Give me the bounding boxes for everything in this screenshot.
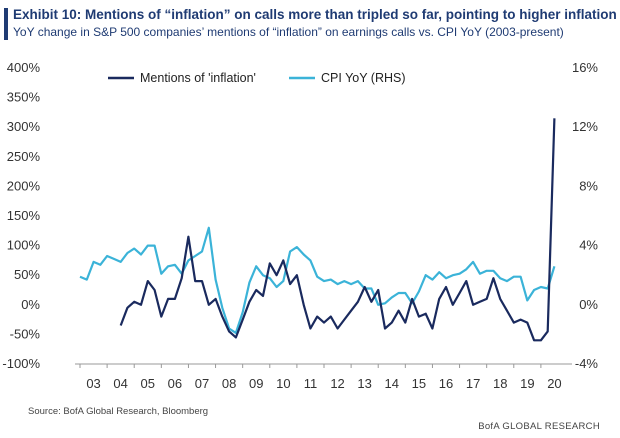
y-right-tick-label: 16%	[572, 60, 598, 75]
y-right-tick-label: 4%	[579, 238, 598, 253]
x-tick-label: 10	[276, 376, 290, 391]
x-tick-label: 14	[385, 376, 399, 391]
y-right-tick-label: 12%	[572, 119, 598, 134]
series-layer	[79, 118, 556, 342]
legend-label-cpi: CPI YoY (RHS)	[321, 71, 406, 85]
x-tick-label: 08	[222, 376, 236, 391]
x-tick-label: 16	[439, 376, 453, 391]
y-left-tick-label: 250%	[7, 149, 41, 164]
y-right-tick-label: -4%	[575, 356, 599, 371]
x-axis: 03 04 05 06 07 08 09 10 11 12 13 14 15 16 17 18 19 20	[79, 364, 562, 391]
y-left-tick-label: 100%	[7, 238, 41, 253]
x-tick-label: 17	[466, 376, 480, 391]
y-axis-left: -100% -50% 0% 50% 100% 150% 200% 250% 300% 350% 40…	[2, 60, 40, 371]
series-line-cpi	[79, 226, 556, 334]
title-accent-bar	[4, 8, 8, 40]
x-tick-label: 15	[412, 376, 426, 391]
x-tick-label: 06	[168, 376, 182, 391]
x-tick-label: 13	[357, 376, 371, 391]
x-tick-label: 19	[520, 376, 534, 391]
brand-label: BofA GLOBAL RESEARCH	[478, 421, 600, 432]
x-tick-label: 11	[304, 376, 318, 391]
x-tick-label: 04	[113, 376, 127, 391]
chart-title: Exhibit 10: Mentions of “inflation” on c…	[13, 7, 617, 22]
y-right-tick-label: 8%	[579, 178, 598, 193]
y-left-tick-label: 50%	[14, 267, 40, 282]
y-left-tick-label: -100%	[2, 356, 40, 371]
x-tick-label: 18	[493, 376, 507, 391]
x-tick-label: 03	[86, 376, 100, 391]
x-tick-label: 12	[330, 376, 344, 391]
y-left-tick-label: 200%	[7, 178, 41, 193]
y-axis-right: -4% 0% 4% 8% 12% 16%	[572, 60, 598, 371]
y-left-tick-label: 0%	[21, 297, 40, 312]
y-right-tick-label: 0%	[579, 297, 598, 312]
series-line-mentions	[119, 118, 556, 342]
y-left-tick-label: 350%	[7, 90, 41, 105]
y-left-tick-label: 300%	[7, 119, 41, 134]
x-tick-label: 20	[547, 376, 561, 391]
y-left-tick-label: 400%	[7, 60, 41, 75]
y-left-tick-label: 150%	[7, 208, 41, 223]
x-tick-label: 05	[141, 376, 155, 391]
source-note: Source: BofA Global Research, Bloomberg	[28, 406, 209, 417]
chart-subtitle: YoY change in S&P 500 companies’ mention…	[13, 25, 564, 39]
x-tick-label: 07	[195, 376, 209, 391]
y-left-tick-label: -50%	[10, 326, 41, 341]
legend: Mentions of 'inflation' CPI YoY (RHS)	[108, 71, 406, 85]
legend-label-mentions: Mentions of 'inflation'	[140, 71, 256, 85]
x-tick-label: 09	[249, 376, 263, 391]
